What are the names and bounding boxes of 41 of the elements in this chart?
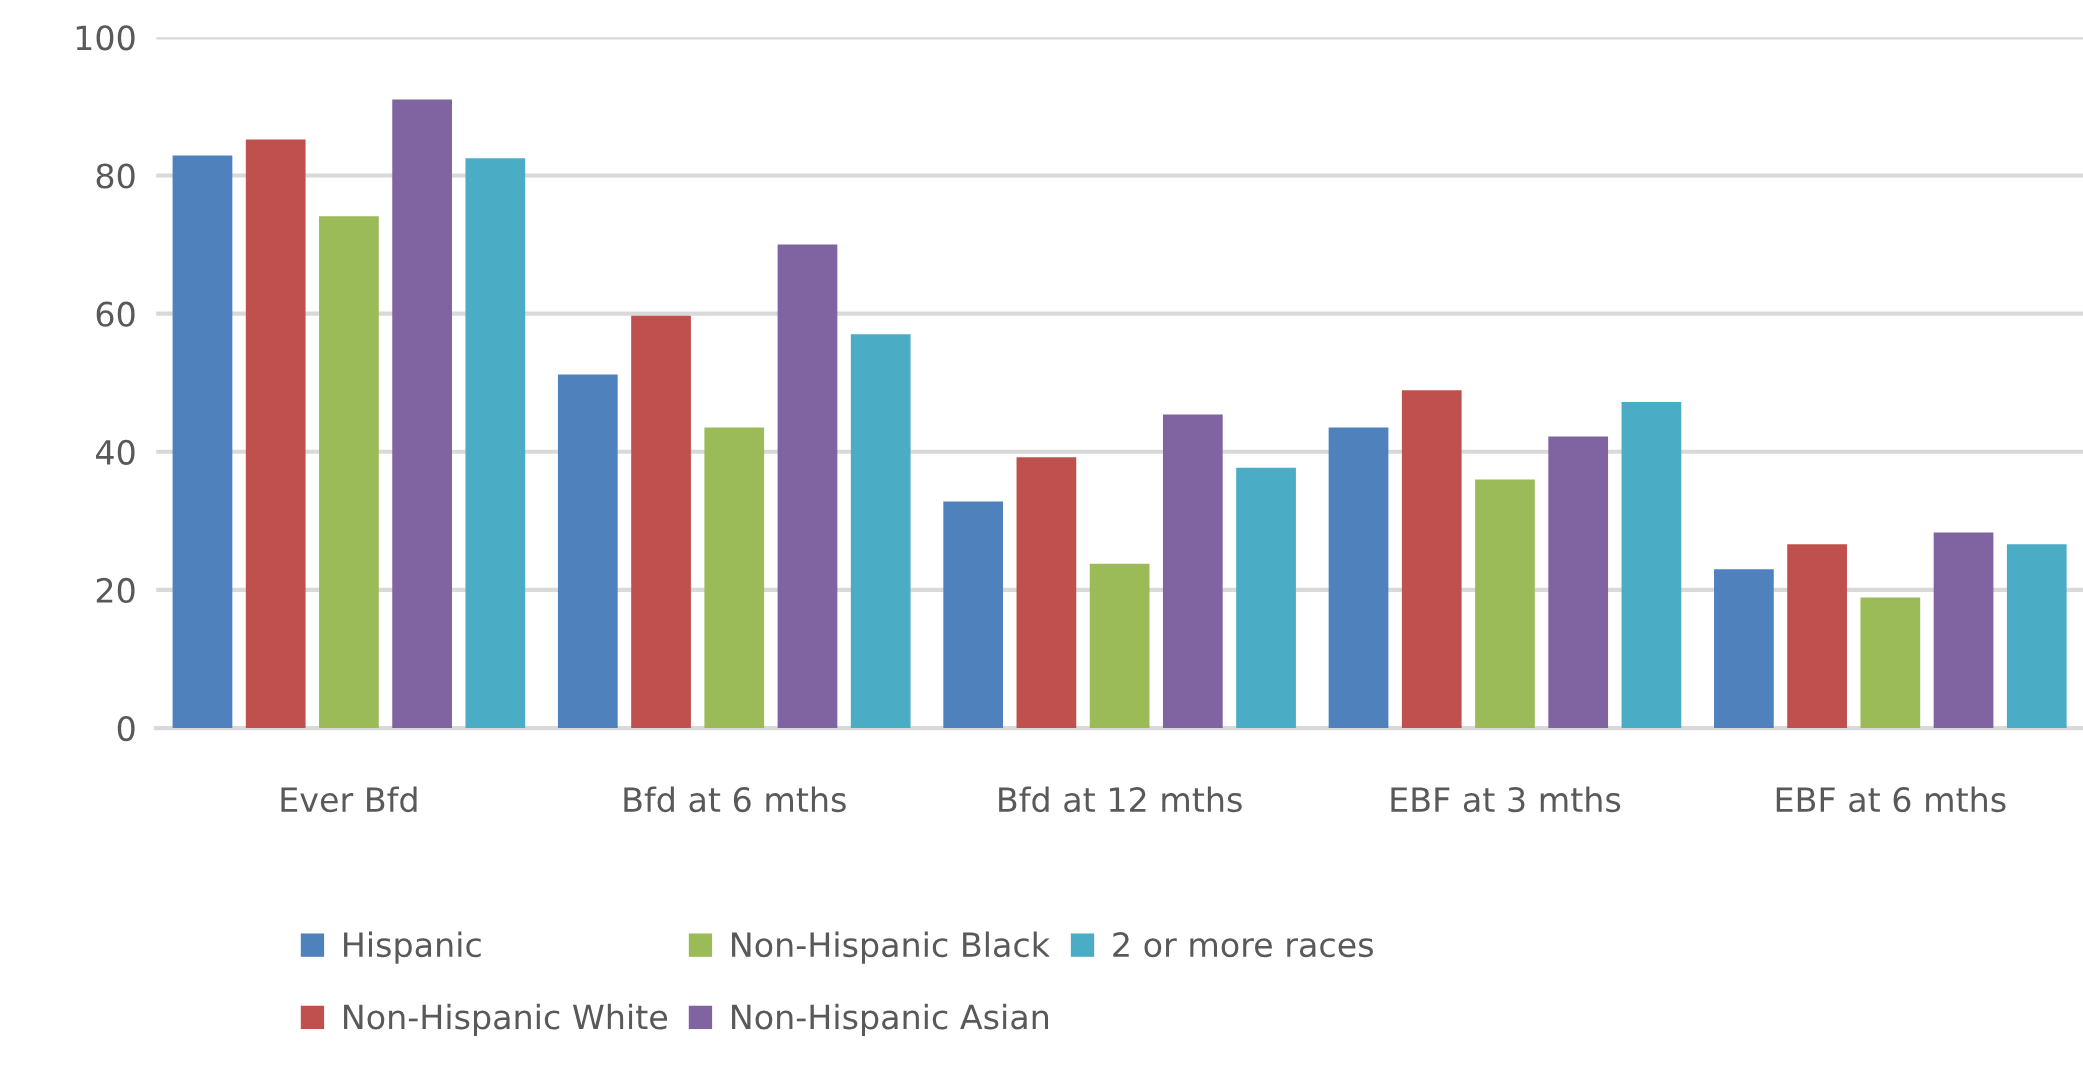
y-tick-label: 40 bbox=[95, 439, 135, 465]
legend-label: Non-Hispanic Black bbox=[732, 931, 1050, 964]
y-tick-label: 0 bbox=[117, 716, 135, 742]
bar bbox=[1016, 457, 1077, 729]
y-tick-label: 80 bbox=[96, 163, 135, 189]
x-tick-label: Bfd at 6 mths bbox=[624, 786, 846, 813]
legend-label: Non-Hispanic White bbox=[344, 1003, 668, 1036]
bar bbox=[1475, 479, 1535, 729]
bar bbox=[1621, 402, 1682, 729]
bar bbox=[777, 244, 838, 729]
y-tick-label: 20 bbox=[96, 577, 135, 604]
x-tick-label: EBF at 6 mths bbox=[1776, 786, 2006, 813]
bar bbox=[1787, 544, 1847, 729]
bar bbox=[1236, 467, 1296, 729]
bar bbox=[943, 501, 1004, 729]
bar bbox=[245, 139, 306, 729]
bar bbox=[1328, 427, 1389, 729]
bar bbox=[1933, 532, 1994, 729]
bar bbox=[1548, 436, 1609, 729]
bar bbox=[1089, 563, 1150, 729]
x-tick-label: Bfd at 12 mths bbox=[999, 786, 1242, 813]
x-tick-label: Ever Bfd bbox=[281, 786, 417, 813]
bar bbox=[1162, 414, 1223, 729]
legend-label: 2 or more races bbox=[1113, 932, 1373, 958]
bar bbox=[392, 99, 452, 729]
bar bbox=[704, 427, 765, 729]
bar bbox=[319, 216, 379, 729]
bar bbox=[465, 158, 526, 729]
bar bbox=[172, 155, 233, 729]
bar bbox=[1401, 390, 1462, 729]
y-tick-label: 60 bbox=[96, 301, 135, 327]
bar bbox=[1860, 597, 1921, 729]
bar bbox=[1714, 569, 1774, 729]
bar bbox=[631, 315, 691, 729]
bar bbox=[557, 374, 618, 729]
y-tick-label: 100 bbox=[76, 25, 135, 51]
bar bbox=[850, 334, 911, 729]
legend-label: Non-Hispanic Asian bbox=[732, 1003, 1049, 1036]
legend-label: Hispanic bbox=[344, 931, 481, 964]
x-tick-label: EBF at 3 mths bbox=[1391, 786, 1621, 813]
bar bbox=[2006, 544, 2067, 729]
